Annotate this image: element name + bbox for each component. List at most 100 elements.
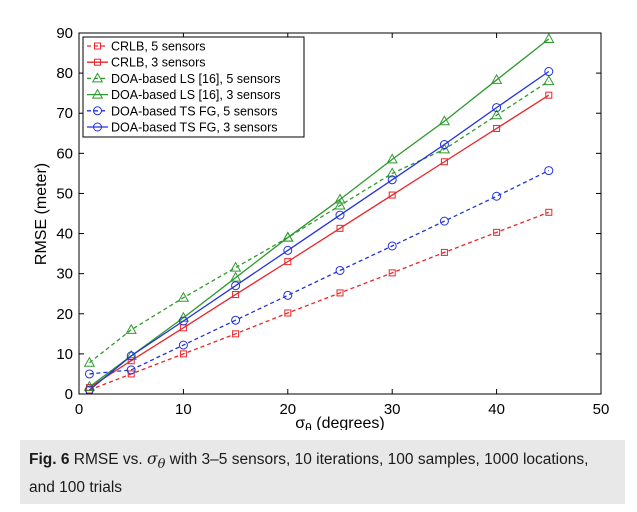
data-point-triangle [83, 356, 96, 367]
data-point-square [440, 248, 448, 256]
data-point-square [232, 291, 240, 299]
data-point-circle [84, 369, 94, 379]
data-point-triangle [282, 231, 294, 242]
series-line [89, 169, 550, 375]
x-tick-label: 0 [75, 401, 83, 418]
data-point-triangle [334, 199, 346, 210]
data-point-circle [387, 175, 397, 185]
data-point-circle [387, 241, 397, 251]
plot-frame [78, 32, 602, 395]
data-point-triangle [91, 72, 104, 83]
data-point-circle [492, 191, 502, 201]
y-tick-label: 30 [56, 266, 73, 283]
line-chart: 0 10 20 30 40 50 0 10 20 30 40 50 60 70 80 90 CRLB, 5 s… [33, 25, 609, 430]
data-point-circle [178, 340, 188, 350]
x-tick-label: 20 [279, 401, 296, 418]
data-point-triangle [91, 88, 104, 99]
figure-caption-label: Fig. 6 [29, 451, 70, 468]
data-point-circle [335, 265, 345, 275]
y-tick-label: 10 [56, 346, 73, 363]
data-point-triangle [229, 271, 242, 282]
data-point-circle [231, 281, 241, 291]
x-axis-label-unit: (degrees) [312, 415, 385, 430]
data-point-triangle [177, 291, 190, 302]
data-point-circle [178, 316, 188, 326]
data-point-circle [126, 365, 136, 375]
data-point-triangle [125, 323, 137, 334]
data-point-square [179, 350, 187, 358]
y-tick-label: 50 [56, 185, 73, 202]
data-point-square [336, 224, 344, 232]
data-point-circle [335, 210, 345, 220]
figure-caption-symbol-subscript: θ [157, 457, 166, 473]
x-axis-label: σθ (degrees) [295, 415, 384, 430]
data-point-circle [439, 140, 449, 150]
legend-label: DOA-based LS [16], 5 sensors [111, 72, 281, 86]
series-4 [83, 32, 555, 391]
series-line [89, 94, 550, 389]
x-tick-label: 40 [488, 401, 505, 418]
series-1 [85, 208, 553, 394]
legend-entry: CRLB, 3 sensors [87, 56, 205, 70]
data-point-square [94, 58, 101, 66]
legend-label: DOA-based TS FG, 5 sensors [111, 104, 278, 118]
data-point-square [493, 228, 501, 236]
data-point-triangle [229, 261, 242, 272]
data-point-square [94, 42, 101, 50]
data-point-square [545, 208, 553, 216]
data-point-square [493, 124, 501, 132]
data-point-circle [544, 67, 554, 77]
data-point-circle [231, 315, 241, 325]
legend-label: CRLB, 3 sensors [111, 56, 205, 70]
data-point-circle [544, 166, 554, 176]
data-point-triangle [490, 73, 503, 84]
y-tick-label: 80 [56, 65, 73, 82]
data-point-square [284, 258, 292, 266]
data-point-square [127, 357, 135, 365]
legend-entry: CRLB, 5 sensors [87, 40, 205, 54]
data-point-triangle [438, 143, 451, 154]
x-tick-label: 30 [384, 401, 401, 418]
x-axis-label-subscript: θ [305, 421, 312, 430]
series-line [89, 38, 550, 388]
legend-entry: DOA-based TS FG, 5 sensors [87, 104, 278, 118]
data-point-square [440, 158, 448, 166]
data-point-triangle [543, 32, 555, 44]
data-point-square [232, 330, 240, 338]
data-point-circle [93, 106, 102, 116]
data-point-square [127, 370, 135, 378]
legend-entry: DOA-based LS [16], 5 sensors [87, 72, 281, 86]
legend-label: CRLB, 5 sensors [111, 40, 205, 54]
data-point-square [284, 309, 292, 317]
data-point-triangle [438, 115, 451, 126]
y-tick-label: 90 [56, 25, 73, 42]
figure-caption-text-before: RMSE vs. [69, 451, 147, 468]
figure-caption: Fig. 6 RMSE vs. σθ with 3–5 sensors, 10 … [20, 440, 625, 504]
legend-entry: DOA-based TS FG, 3 sensors [87, 121, 278, 135]
data-point-triangle [543, 75, 555, 86]
data-point-triangle [83, 380, 96, 391]
data-point-square [388, 269, 396, 277]
series-line [89, 70, 550, 391]
data-point-circle [93, 122, 102, 132]
y-tick-label: 0 [65, 386, 73, 403]
y-tick-label: 40 [56, 226, 73, 243]
legend-box [82, 36, 305, 138]
legend-entry: DOA-based LS [16], 3 sensors [87, 88, 281, 102]
data-point-triangle [490, 109, 503, 120]
series-line [89, 211, 550, 391]
data-point-circle [283, 245, 293, 255]
data-point-square [388, 191, 396, 199]
data-point-circle [283, 290, 293, 300]
data-point-circle [492, 103, 502, 113]
series-5 [84, 166, 554, 379]
y-tick-label: 20 [56, 306, 73, 323]
y-tick-label: 60 [56, 145, 73, 162]
x-axis-label-symbol: σ [295, 415, 305, 430]
data-point-square [545, 91, 553, 99]
data-point-triangle [386, 167, 398, 178]
legend-label: DOA-based LS [16], 3 sensors [111, 88, 281, 102]
data-point-triangle [386, 153, 398, 164]
figure-caption-symbol: σ [147, 450, 158, 468]
